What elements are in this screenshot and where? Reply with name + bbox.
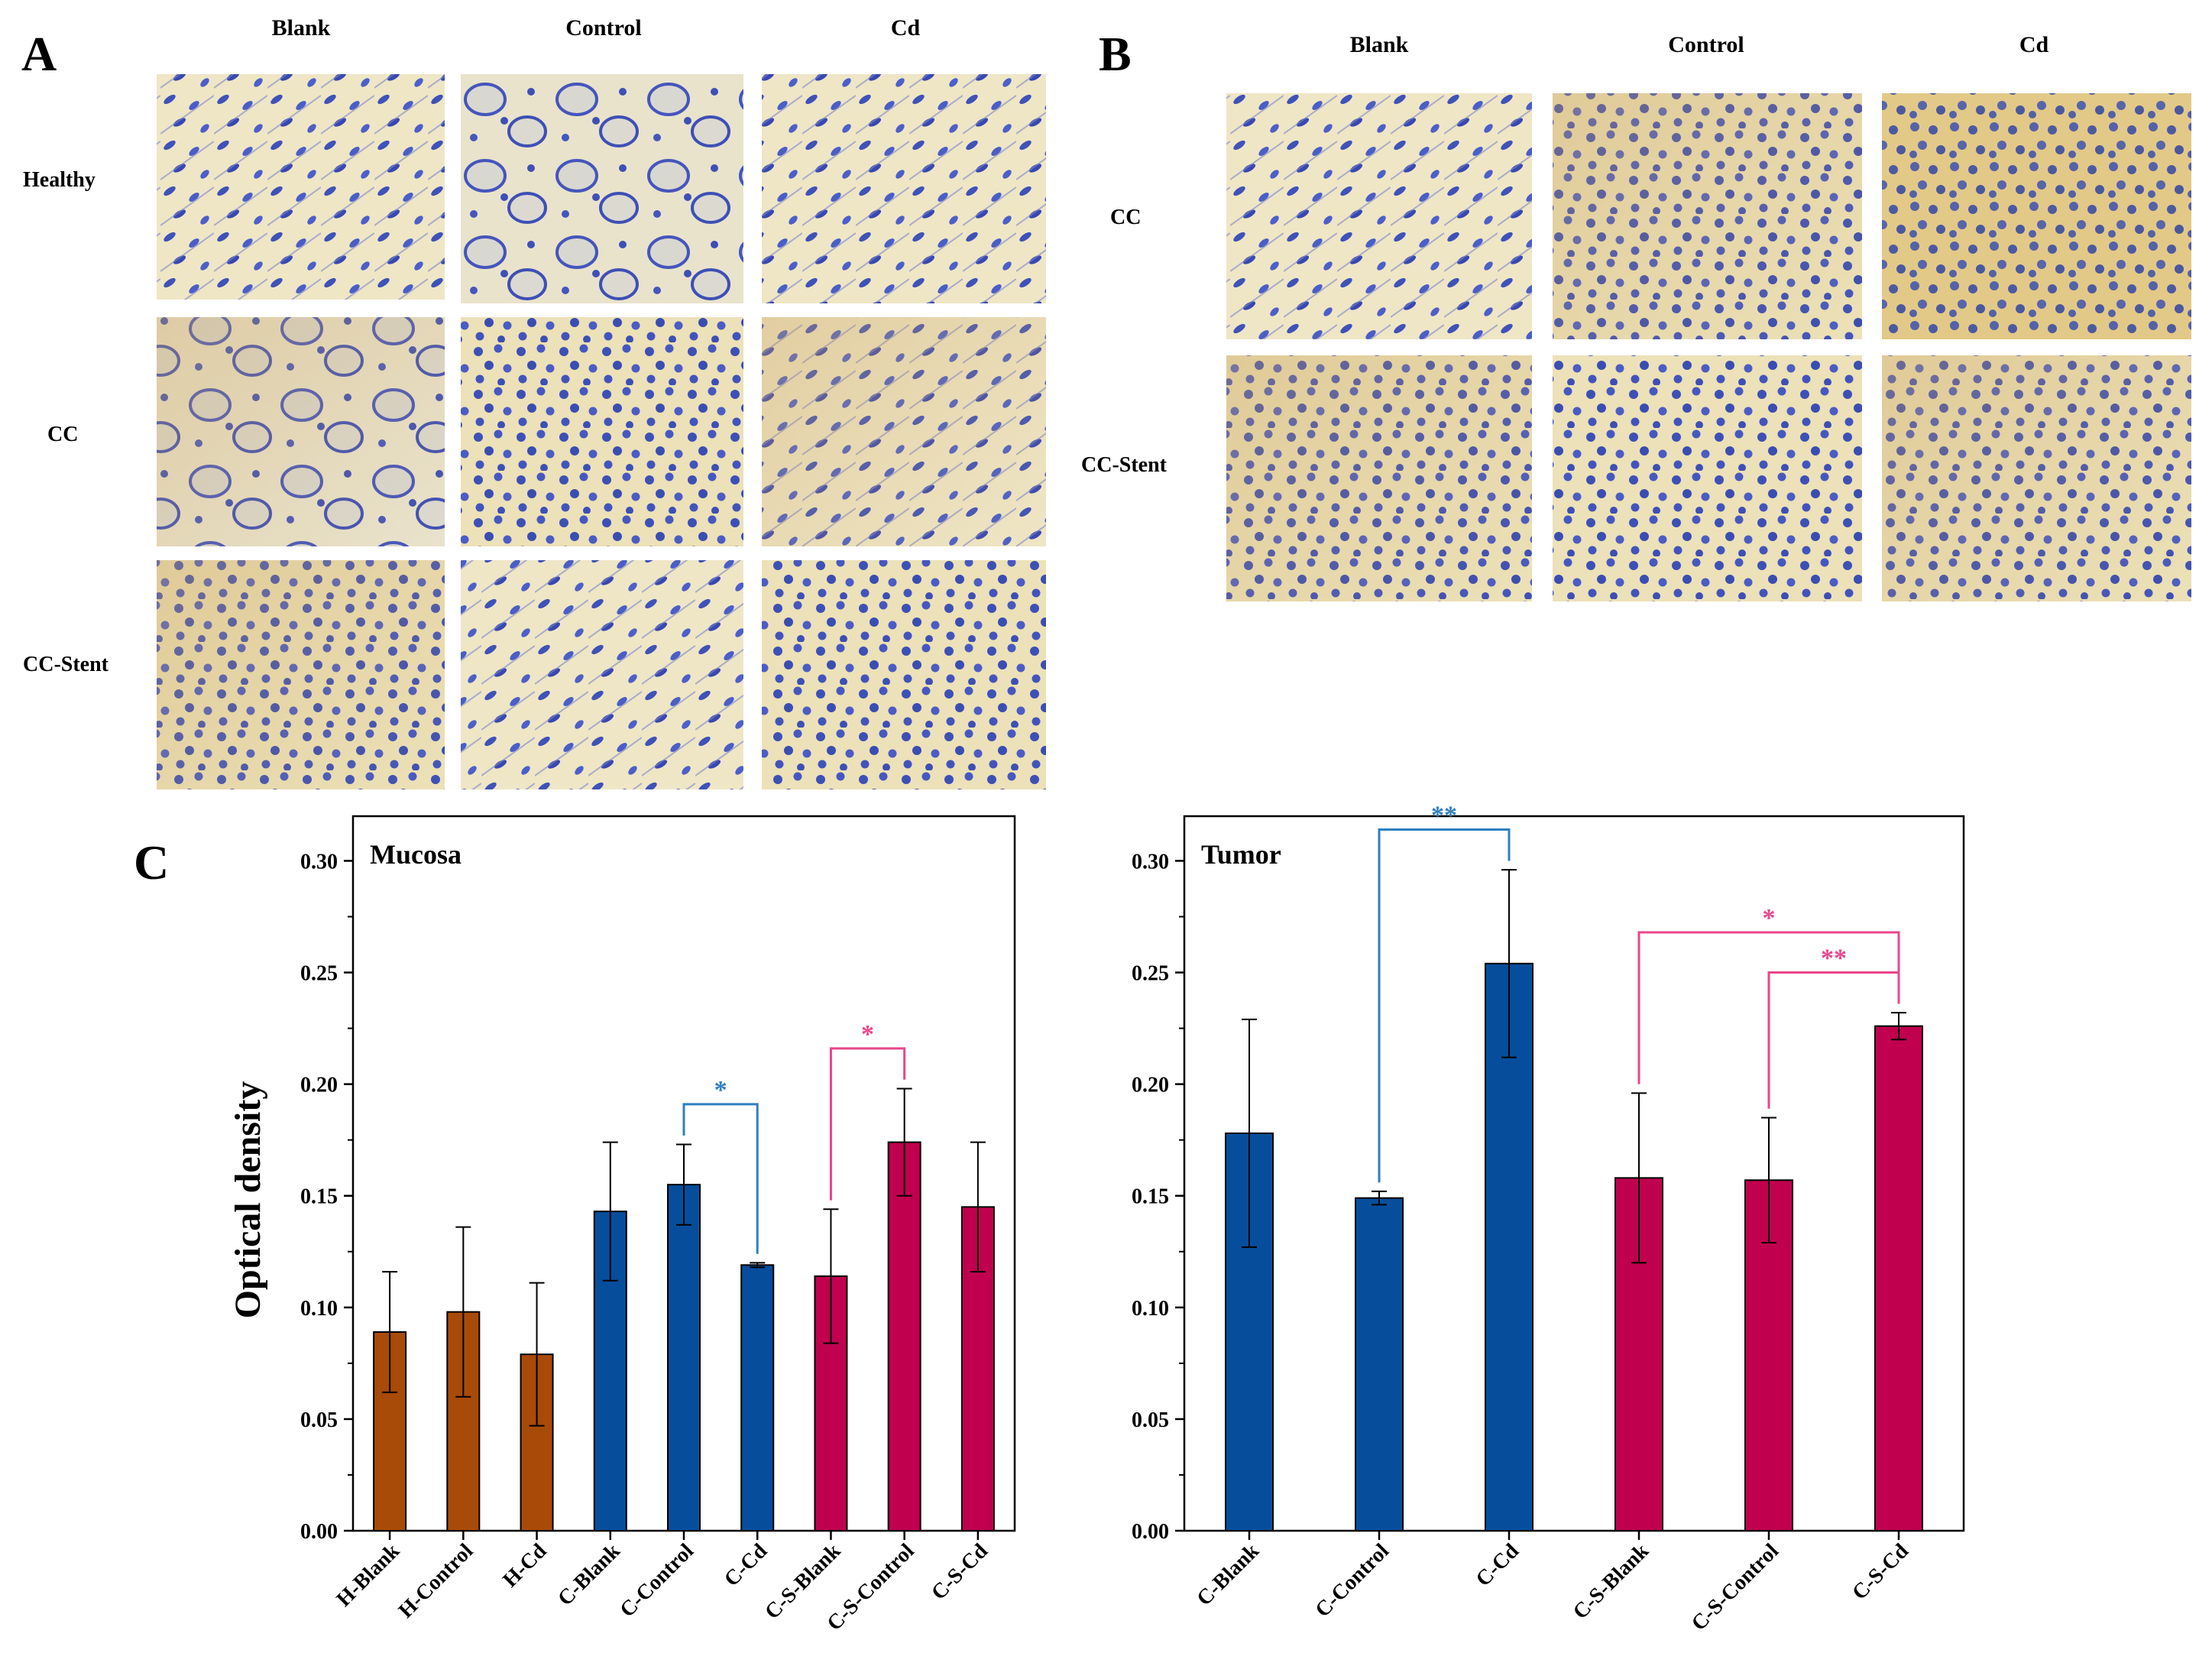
x-tick-label: C-Blank (1193, 1539, 1265, 1611)
y-tick-label: 0.25 (300, 962, 338, 986)
bar-c-control (667, 1184, 701, 1532)
y-axis-label: Optical density (228, 1081, 268, 1319)
panel-a-label: A (21, 27, 57, 81)
micrograph-cc-stent-cd (762, 560, 1046, 789)
y-tick-label: 0.20 (1132, 1074, 1169, 1097)
panel-b-label: B (1099, 27, 1132, 81)
panel-a-col-control: Control (565, 15, 641, 41)
x-tick-label: C-Control (1310, 1539, 1394, 1622)
panel-a-row-cc-stent: CC-Stent (23, 653, 109, 676)
panel-b-col-control: Control (1668, 32, 1744, 57)
micrograph-cc-stent-control (461, 560, 743, 789)
bar-c-control (1355, 1197, 1404, 1532)
significance-label: * (861, 1020, 874, 1049)
y-tick-label: 0.10 (300, 1297, 338, 1321)
x-tick-label: C-Control (615, 1539, 698, 1622)
bar-c-s-cd (1874, 1025, 1923, 1532)
panel-b-col-cd: Cd (2019, 32, 2049, 57)
significance-bracket (1637, 931, 1900, 1084)
panel-a-col-cd: Cd (891, 15, 921, 41)
micrograph-b-cc-blank (1226, 93, 1532, 339)
significance-label: ** (1821, 945, 1847, 973)
chart-title: Tumor (1201, 839, 1281, 870)
bar-h-cd (520, 1353, 554, 1532)
x-tick-label: C-Cd (720, 1539, 772, 1591)
y-tick-label: 0.30 (300, 850, 338, 874)
y-tick-label: 0.10 (1132, 1297, 1169, 1321)
plot-frame (1183, 815, 1965, 1532)
panel-a: A Blank Control Cd Healthy CC CC-Stent (21, 15, 1046, 789)
x-tick-label: H-Blank (332, 1539, 405, 1612)
panel-a-row-healthy: Healthy (23, 168, 96, 192)
micrograph-healthy-cd (762, 74, 1046, 303)
tumor-chart: Tumor 0.00 0.05 0.10 0.15 0.20 0.25 0.30 C-Blank… (1132, 802, 1965, 1635)
panel-b: B Blank Control Cd CC CC-Stent (1081, 27, 2191, 601)
micrograph-cc-control (461, 317, 743, 546)
significance-label: ** (1431, 802, 1457, 830)
significance-bracket (829, 1047, 906, 1201)
significance-bracket (682, 1103, 759, 1254)
micrograph-healthy-blank (157, 74, 445, 300)
panel-c: C Optical density Mucosa 0.00 0.05 0.10 0.15… (134, 802, 1965, 1635)
bar-c-cd (740, 1264, 775, 1532)
y-tick-label: 0.20 (300, 1074, 338, 1097)
panel-b-row-cc-stent: CC-Stent (1081, 453, 1168, 477)
significance-label: * (1763, 904, 1776, 932)
x-tick-label: C-S-Cd (927, 1539, 993, 1605)
panel-b-row-cc: CC (1110, 206, 1141, 229)
mucosa-chart: Mucosa 0.00 0.05 0.10 0.15 0.20 0.25 0.30 H-Blan… (300, 815, 1016, 1635)
micrograph-b-cc-stent-control (1553, 355, 1862, 601)
y-tick-label: 0.05 (300, 1408, 338, 1432)
micrograph-b-cc-cd (1882, 93, 2191, 339)
y-tick-label: 0.00 (300, 1520, 338, 1544)
x-tick-label: C-S-Control (1687, 1539, 1783, 1635)
bar-c-s-control (887, 1141, 921, 1532)
y-tick-label: 0.15 (1132, 1185, 1169, 1209)
panel-c-label: C (134, 835, 169, 890)
y-tick-label: 0.15 (300, 1185, 338, 1209)
x-tick-label: C-S-Blank (1569, 1539, 1653, 1624)
panel-a-row-cc: CC (47, 423, 78, 446)
panel-a-col-blank: Blank (272, 15, 331, 41)
panel-b-col-blank: Blank (1350, 32, 1409, 57)
y-tick-label: 0.30 (1132, 850, 1169, 874)
x-tick-label: H-Cd (498, 1539, 552, 1593)
x-tick-label: C-S-Cd (1848, 1539, 1913, 1605)
significance-label: * (714, 1076, 727, 1104)
significance-bracket (1378, 828, 1511, 1183)
x-tick-label: C-Blank (553, 1539, 625, 1611)
y-tick-label: 0.25 (1132, 962, 1169, 986)
y-tick-label: 0.00 (1132, 1520, 1169, 1544)
chart-title: Mucosa (370, 839, 462, 870)
y-tick-label: 0.05 (1132, 1408, 1169, 1432)
significance-bracket (1767, 971, 1900, 1109)
x-tick-label: C-Cd (1472, 1539, 1524, 1591)
micrograph-healthy-control (461, 74, 743, 303)
x-tick-label: H-Control (394, 1539, 478, 1623)
